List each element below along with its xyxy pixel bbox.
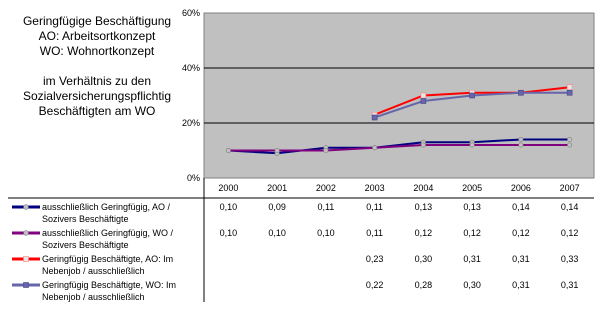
data-label: 0,10 [317, 228, 335, 238]
legend-label: Geringfügig Beschäftigte, AO: Im [42, 254, 173, 264]
data-label: 0,12 [512, 228, 530, 238]
title-line: im Verhältnis zu den [42, 74, 152, 88]
title-line: Geringfügige Beschäftigung [22, 14, 172, 28]
data-label: 0,22 [366, 280, 384, 290]
series-line [228, 138, 570, 155]
legend-key-marker [23, 204, 29, 210]
data-point [469, 142, 475, 148]
y-tick-label: 20% [182, 118, 200, 128]
data-label: 0,31 [512, 280, 530, 290]
y-tick-label: 60% [182, 8, 200, 18]
series-line [228, 144, 570, 152]
legend-key-marker [23, 256, 29, 262]
x-tick-label: 2001 [267, 183, 287, 193]
data-label: 0,30 [463, 280, 481, 290]
legend-label: Nebenjob / ausschließlich [42, 266, 145, 276]
legend-key-marker [23, 282, 29, 288]
data-point [323, 148, 329, 154]
data-label: 0,11 [366, 202, 383, 212]
data-point [371, 114, 378, 121]
data-label: 0,33 [561, 254, 579, 264]
legend-label: ausschließlich Geringfügig, AO / [42, 202, 171, 212]
data-label: 0,11 [317, 202, 334, 212]
chart-title: Geringfügige Beschäftigung AO: Arbeitsor… [4, 14, 190, 119]
data-point [566, 89, 573, 96]
x-tick-label: 2006 [511, 183, 531, 193]
data-point [420, 98, 427, 104]
title-line: AO: Arbeitsortkonzept [38, 29, 156, 43]
data-point [372, 145, 378, 151]
legend-label: ausschließlich Geringfügig, WO / [42, 228, 174, 238]
x-tick-label: 2002 [316, 183, 336, 193]
data-label: 0,13 [463, 202, 481, 212]
data-point [566, 84, 573, 91]
y-tick-label: 40% [182, 63, 200, 73]
data-label: 0,11 [366, 228, 383, 238]
data-label: 0,14 [512, 202, 530, 212]
data-label: 0,28 [415, 280, 433, 290]
legend-key-marker [23, 230, 29, 236]
data-label: 0,23 [366, 254, 384, 264]
x-tick-label: 2005 [462, 183, 482, 193]
data-label: 0,09 [268, 202, 286, 212]
x-tick-label: 2003 [365, 183, 385, 193]
legend-label: Nebenjob / ausschließlich [42, 292, 145, 302]
title-line: Beschäftigten am WO [38, 104, 156, 118]
data-label: 0,13 [415, 202, 433, 212]
data-label: 0,10 [220, 202, 238, 212]
data-point [567, 142, 573, 148]
data-point [420, 142, 426, 148]
legend-label: Sozivers Beschäftigte [42, 214, 129, 224]
data-label: 0,12 [561, 228, 579, 238]
data-label: 0,30 [415, 254, 433, 264]
data-point [274, 148, 280, 154]
data-point [469, 92, 475, 99]
x-tick-label: 2000 [218, 183, 238, 193]
data-point [518, 137, 524, 143]
x-tick-label: 2007 [560, 183, 580, 193]
data-point [225, 148, 231, 154]
data-label: 0,10 [220, 228, 238, 238]
y-tick-label: 0% [187, 173, 200, 183]
title-line: WO: Wohnortkonzept [39, 44, 155, 58]
legend-label: Sozivers Beschäftigte [42, 240, 129, 250]
data-label: 0,12 [415, 228, 433, 238]
data-label: 0,31 [561, 280, 579, 290]
data-point [567, 137, 573, 143]
data-point [518, 89, 524, 96]
data-label: 0,31 [463, 254, 481, 264]
data-point [420, 92, 427, 99]
title-line: Sozialversicherungspflichtig [22, 89, 172, 103]
data-label: 0,31 [512, 254, 530, 264]
x-tick-label: 2004 [413, 183, 433, 193]
data-label: 0,10 [268, 228, 286, 238]
data-label: 0,12 [463, 228, 481, 238]
data-point [518, 142, 524, 148]
legend-label: Geringfügig Beschäftigte, WO: Im [42, 280, 176, 290]
data-label: 0,14 [561, 202, 579, 212]
